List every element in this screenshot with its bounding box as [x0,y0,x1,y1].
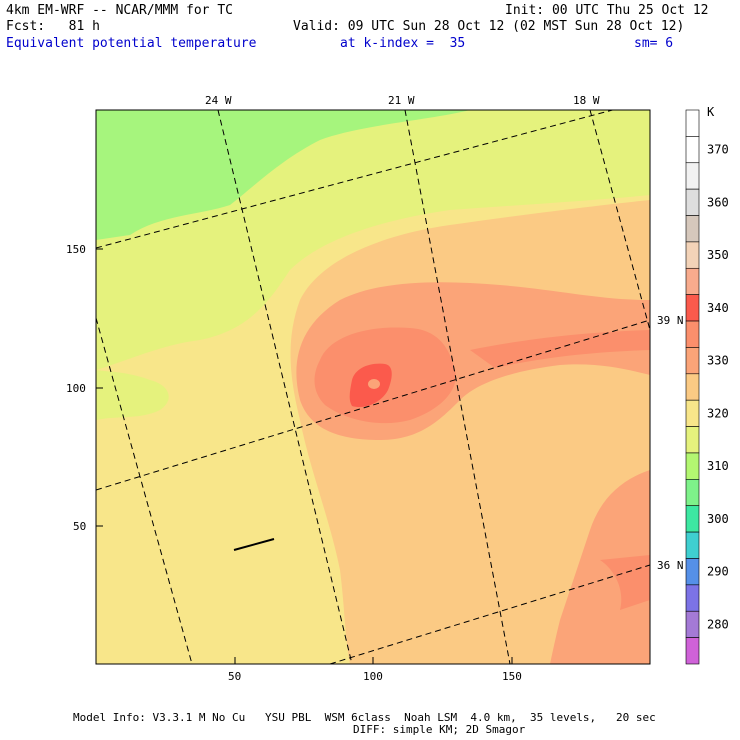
graticule [96,110,650,664]
lon-line-18w [589,110,650,331]
model-title: 4km EM-WRF -- NCAR/MMM for TC [6,3,233,18]
colorbar-label: 310 [707,459,729,473]
frame-ticks [96,248,513,664]
lat-line-north [96,110,615,249]
field-eye [368,379,380,389]
colorbar-label: 340 [707,301,729,315]
colorbar-swatch [685,558,700,586]
y-tick-150: 150 [66,243,86,256]
init-time: Init: 00 UTC Thu 25 Oct 12 [505,3,709,18]
x-tick-50: 50 [228,670,241,683]
valid-time: Valid: 09 UTC Sun 28 Oct 12 (02 MST Sun … [293,19,685,34]
colorbar-label: 290 [707,565,729,579]
colorbar-swatch [685,188,700,216]
theta-e-field [96,110,650,664]
colorbar-label: 300 [707,512,729,526]
lat-line-36n [329,564,650,664]
colorbar-swatch [685,452,700,480]
lat-line-39n [96,319,650,491]
colorbar-swatch [685,320,700,348]
lat-label-36n: 36 N [657,559,684,572]
field-dark-orange-arm [470,330,650,368]
colorbar-swatch [685,610,700,638]
colorbar-swatch [685,241,700,269]
colorbar-label: 330 [707,354,729,368]
colorbar-label: 370 [707,143,729,157]
x-tick-150: 150 [502,670,522,683]
y-tick-100: 100 [66,382,86,395]
colorbar: 370 360 350 340 330 320 310 300 290 280 [685,109,729,665]
field-green [96,110,470,240]
colorbar-swatch [685,136,700,164]
colorbar-unit: K [707,105,715,119]
colorbar-swatch [685,531,700,559]
colorbar-swatch [685,294,700,322]
colorbar-swatch [685,584,700,612]
lon-line-24w [217,110,353,664]
colorbar-swatch [685,637,700,665]
model-diffusion: DIFF: simple KM; 2D Smagor [353,723,526,736]
wind-barb [233,538,275,551]
colorbar-label: 350 [707,248,729,262]
forecast-hour: Fcst: 81 h [6,19,100,34]
colorbar-label: 280 [707,617,729,631]
lon-label-21w: 21 W [388,94,415,107]
colorbar-swatch [685,347,700,375]
colorbar-swatch [685,215,700,243]
lat-label-39n: 39 N [657,314,684,327]
colorbar-swatch [685,267,700,295]
colorbar-swatch [685,373,700,401]
x-tick-100: 100 [363,670,383,683]
lon-label-24w: 24 W [205,94,232,107]
lon-label-18w: 18 W [573,94,600,107]
level-info: at k-index = 35 [340,36,466,51]
model-info: Model Info: V3.3.1 M No Cu YSU PBL WSM 6… [73,711,656,724]
field-yellowgreen-lobe [96,370,169,420]
colorbar-swatch [685,505,700,533]
colorbar-swatch [685,162,700,190]
colorbar-label: 320 [707,406,729,420]
smoothing-info: sm= 6 [634,36,674,51]
lon-line-21w [404,110,511,664]
colorbar-swatch [685,426,700,454]
colorbar-swatch [685,399,700,427]
field-name: Equivalent potential temperature [6,36,257,51]
colorbar-swatch [685,479,700,507]
y-tick-50: 50 [73,520,86,533]
field-mid-orange-south [550,470,650,664]
colorbar-swatch [685,109,700,137]
colorbar-label: 360 [707,195,729,209]
